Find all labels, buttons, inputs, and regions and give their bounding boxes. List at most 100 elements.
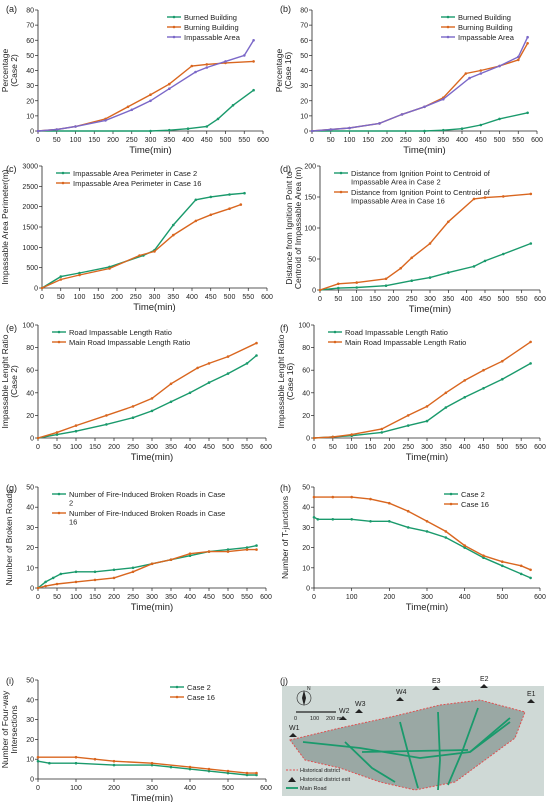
data-point bbox=[150, 761, 154, 765]
data-point bbox=[172, 223, 175, 227]
data-point bbox=[149, 93, 152, 96]
data-point bbox=[245, 362, 249, 365]
x-tick-label: 250 bbox=[127, 444, 139, 451]
data-point bbox=[355, 281, 359, 284]
x-tick-label: 550 bbox=[241, 594, 253, 601]
y-tick-label: 0 bbox=[30, 586, 34, 593]
data-point bbox=[169, 382, 173, 386]
x-tick-label: 300 bbox=[421, 444, 433, 451]
data-point bbox=[153, 250, 156, 253]
y-tick-label: 3000 bbox=[22, 164, 38, 171]
exit-marker-icon bbox=[289, 733, 297, 737]
panel-label: (e) bbox=[6, 323, 17, 333]
data-point bbox=[188, 554, 192, 557]
x-tick-label: 0 bbox=[36, 785, 40, 792]
x-tick-label: 300 bbox=[146, 444, 158, 451]
data-point bbox=[406, 414, 410, 417]
y-tick-label: 40 bbox=[26, 68, 34, 75]
x-axis-label: Time(min) bbox=[409, 304, 451, 315]
x-tick-label: 550 bbox=[242, 294, 254, 301]
data-point bbox=[105, 423, 108, 426]
data-point bbox=[444, 406, 448, 409]
data-point bbox=[112, 759, 116, 763]
y-tick-label: 60 bbox=[26, 38, 34, 45]
data-point bbox=[36, 755, 40, 759]
legend-entry-line: Road Impassable Length Ratio bbox=[69, 328, 172, 337]
scale-label: 100 bbox=[310, 716, 319, 722]
legend-marker bbox=[61, 171, 65, 175]
panel-label: (b) bbox=[280, 4, 291, 14]
data-point bbox=[55, 433, 59, 436]
north-label: N bbox=[307, 686, 311, 692]
data-point bbox=[226, 771, 230, 775]
legend-marker bbox=[172, 25, 176, 29]
x-tick-label: 600 bbox=[260, 785, 272, 792]
legend-entry: Road Impassable Length Ratio bbox=[69, 328, 172, 337]
data-point bbox=[51, 576, 55, 580]
main-road bbox=[469, 717, 511, 753]
main-road bbox=[361, 749, 469, 753]
exit-label: W2 bbox=[339, 708, 350, 715]
data-point bbox=[36, 759, 40, 763]
data-point bbox=[78, 271, 81, 275]
x-tick-label: 400 bbox=[186, 294, 198, 301]
y-tick-label: 100 bbox=[304, 226, 316, 233]
data-point bbox=[207, 767, 211, 771]
data-point bbox=[205, 125, 209, 128]
x-tick-label: 350 bbox=[167, 294, 179, 301]
data-point bbox=[74, 424, 78, 427]
y-axis-label-line: Number of Broken Roads bbox=[4, 490, 14, 586]
data-point bbox=[44, 584, 47, 588]
y-tick-label: 80 bbox=[26, 345, 34, 352]
y-tick-label: 1500 bbox=[22, 225, 38, 232]
data-point bbox=[255, 544, 258, 547]
chart-b: (b) 0 50 100 150 200 250 300 350 400 450 500 550 600 0… bbox=[274, 4, 543, 156]
y-tick-label: 2500 bbox=[22, 184, 38, 191]
data-point bbox=[239, 203, 243, 206]
legend-entry: Burning Building bbox=[184, 23, 239, 32]
data-point bbox=[483, 259, 487, 263]
x-tick-label: 150 bbox=[88, 137, 100, 144]
legend-marker bbox=[175, 695, 179, 699]
y-tick-label: 60 bbox=[302, 368, 310, 375]
x-tick-label: 600 bbox=[257, 137, 269, 144]
panel-label: (g) bbox=[6, 483, 17, 493]
data-point bbox=[126, 105, 130, 109]
x-tick-label: 200 bbox=[383, 594, 395, 601]
x-tick-label: 50 bbox=[53, 444, 61, 451]
data-point bbox=[472, 197, 476, 201]
panel-label: (j) bbox=[280, 676, 288, 686]
x-tick-label: 300 bbox=[146, 594, 158, 601]
data-point bbox=[255, 771, 258, 775]
data-point bbox=[312, 495, 316, 499]
data-point bbox=[74, 570, 78, 574]
x-axis-label: Time(min) bbox=[403, 145, 445, 156]
data-point bbox=[112, 763, 116, 767]
chart-g: (g)0 50 100 150 200 250 300 350 400 450 500 550 6000… bbox=[4, 483, 272, 613]
data-point bbox=[150, 397, 154, 400]
data-point bbox=[444, 536, 448, 539]
series-line-1 bbox=[37, 354, 257, 439]
panel-label: (a) bbox=[6, 4, 17, 14]
legend-entry-line: Burned Building bbox=[458, 13, 511, 22]
x-tick-label: 250 bbox=[127, 594, 139, 601]
exit-marker-icon bbox=[480, 684, 488, 688]
legend-entry-line: Road Impassable Length Ratio bbox=[345, 328, 448, 337]
panel-label: (c) bbox=[6, 164, 17, 174]
x-tick-label: 200 bbox=[381, 137, 393, 144]
x-tick-label: 100 bbox=[70, 785, 82, 792]
data-point bbox=[228, 193, 231, 196]
data-point bbox=[482, 554, 485, 557]
y-tick-label: 20 bbox=[26, 545, 34, 552]
y-tick-label: 0 bbox=[34, 286, 38, 293]
y-tick-label: 30 bbox=[302, 525, 310, 532]
data-point bbox=[380, 431, 384, 434]
data-point bbox=[150, 562, 154, 566]
legend-marker bbox=[57, 511, 61, 515]
data-point bbox=[502, 252, 505, 256]
data-point bbox=[243, 54, 246, 57]
x-tick-label: 300 bbox=[419, 137, 431, 144]
data-point bbox=[463, 546, 467, 549]
y-axis-label-line: Percentage bbox=[274, 48, 284, 92]
data-point bbox=[526, 42, 529, 45]
